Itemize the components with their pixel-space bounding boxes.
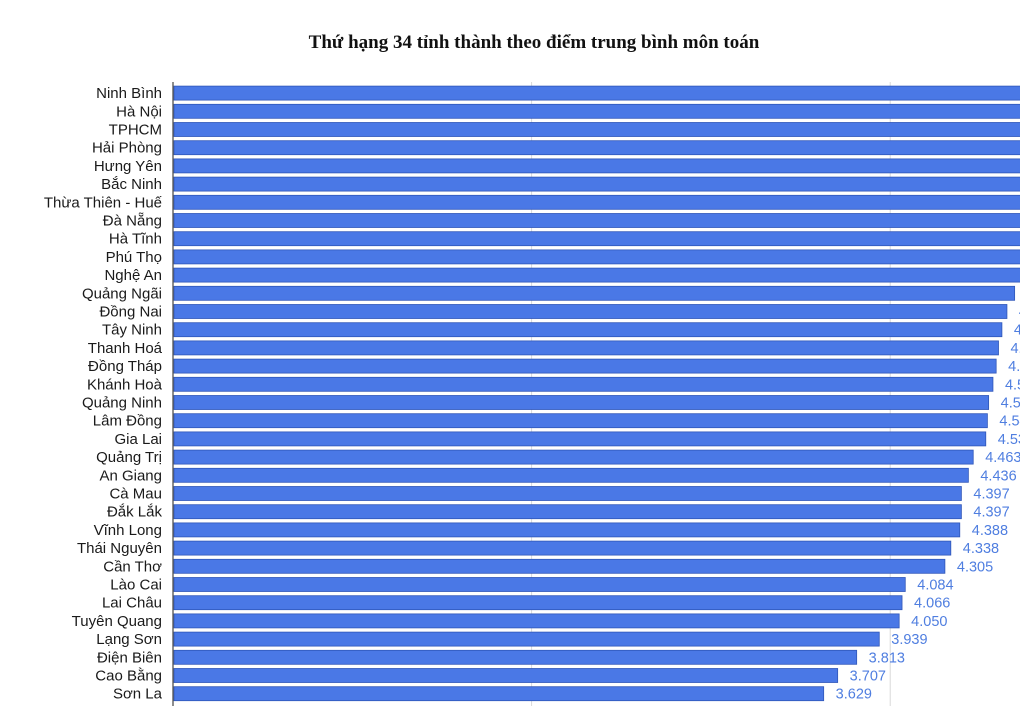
category-label-8: Hà Tĩnh xyxy=(109,231,162,248)
value-label-13: 4.623 xyxy=(1014,323,1020,339)
value-label-15: 4.591 xyxy=(1008,359,1020,375)
bar-32 xyxy=(173,668,839,683)
chart-title: Thứ hạng 34 tỉnh thành theo điểm trung b… xyxy=(309,32,760,53)
category-label-31: Điện Biên xyxy=(97,649,162,666)
value-label-19: 4.533 xyxy=(998,432,1020,448)
category-label-21: An Giang xyxy=(99,467,162,484)
category-label-14: Thanh Hoá xyxy=(88,340,163,357)
bar-20 xyxy=(173,449,974,465)
bar-22 xyxy=(173,486,962,501)
value-label-21: 4.436 xyxy=(980,468,1016,484)
category-label-28: Lai Châu xyxy=(102,595,162,612)
value-label-14: 4.604 xyxy=(1010,341,1020,357)
category-label-32: Cao Bằng xyxy=(95,668,162,685)
value-label-25: 4.338 xyxy=(963,541,999,557)
bar-7 xyxy=(173,213,1020,228)
bar-8 xyxy=(173,231,1020,247)
bar-12 xyxy=(173,304,1008,319)
bar-18 xyxy=(173,413,988,429)
category-label-7: Đà Nẵng xyxy=(103,213,162,230)
value-label-31: 3.813 xyxy=(869,650,905,666)
bar-4 xyxy=(173,158,1020,174)
value-label-20: 4.463 xyxy=(985,450,1020,466)
bar-0 xyxy=(173,85,1020,101)
bar-11 xyxy=(173,285,1016,301)
category-label-29: Tuyên Quang xyxy=(72,613,162,630)
bar-1 xyxy=(173,103,1020,119)
bar-28 xyxy=(173,595,903,611)
bar-27 xyxy=(173,577,906,592)
gridlines xyxy=(531,82,891,706)
bar-6 xyxy=(173,194,1020,210)
bar-30 xyxy=(173,631,880,647)
bar-29 xyxy=(173,613,900,629)
category-label-20: Quảng Trị xyxy=(96,449,162,466)
category-label-24: Vĩnh Long xyxy=(94,522,162,539)
bar-19 xyxy=(173,431,987,447)
value-label-16: 4.573 xyxy=(1005,377,1020,393)
value-label-30: 3.939 xyxy=(891,632,927,648)
value-label-26: 4.305 xyxy=(957,559,993,575)
category-label-30: Lạng Sơn xyxy=(96,631,162,648)
bars xyxy=(173,85,1020,702)
category-label-22: Cà Mau xyxy=(109,486,162,503)
bar-17 xyxy=(173,395,990,410)
category-label-4: Hưng Yên xyxy=(94,158,162,175)
category-label-33: Sơn La xyxy=(113,686,163,703)
bar-15 xyxy=(173,358,997,374)
value-label-24: 4.388 xyxy=(972,523,1008,539)
category-label-26: Cần Thơ xyxy=(103,558,162,575)
category-label-6: Thừa Thiên - Huế xyxy=(44,194,163,211)
value-label-27: 4.084 xyxy=(917,578,953,594)
bar-10 xyxy=(173,267,1020,283)
bar-9 xyxy=(173,249,1020,265)
category-label-27: Lào Cai xyxy=(110,577,162,594)
bar-25 xyxy=(173,540,952,556)
bar-21 xyxy=(173,467,969,483)
value-label-12: 4.651 xyxy=(1019,305,1020,321)
value-label-33: 3.629 xyxy=(836,687,872,703)
category-label-19: Gia Lai xyxy=(114,431,162,448)
value-label-29: 4.050 xyxy=(911,614,947,630)
bar-16 xyxy=(173,376,994,392)
category-label-13: Tây Ninh xyxy=(102,322,162,339)
bar-14 xyxy=(173,340,999,356)
bar-31 xyxy=(173,649,858,665)
category-label-5: Bắc Ninh xyxy=(101,176,162,193)
bar-3 xyxy=(173,140,1020,156)
category-label-0: Ninh Bình xyxy=(96,85,162,102)
category-label-1: Hà Nội xyxy=(116,103,162,120)
bar-26 xyxy=(173,558,946,574)
category-label-3: Hải Phòng xyxy=(92,140,162,157)
category-label-2: TPHCM xyxy=(109,122,162,139)
category-label-10: Nghệ An xyxy=(104,267,162,284)
category-label-12: Đồng Nai xyxy=(99,304,162,321)
value-label-32: 3.707 xyxy=(850,669,886,685)
value-label-23: 4.397 xyxy=(973,505,1009,521)
category-label-11: Quảng Ngãi xyxy=(82,285,162,302)
bar-2 xyxy=(173,122,1020,137)
value-label-17: 4.549 xyxy=(1001,396,1020,412)
bar-13 xyxy=(173,322,1003,338)
category-label-9: Phú Thọ xyxy=(106,249,162,266)
category-label-15: Đồng Tháp xyxy=(88,358,162,375)
bar-24 xyxy=(173,522,961,538)
bar-33 xyxy=(173,686,825,702)
category-label-18: Lâm Đồng xyxy=(93,413,162,430)
bar-5 xyxy=(173,176,1020,192)
value-label-28: 4.066 xyxy=(914,596,950,612)
bar-23 xyxy=(173,504,962,520)
value-label-18: 4.542 xyxy=(999,414,1020,430)
category-label-25: Thái Nguyên xyxy=(77,540,162,557)
category-label-16: Khánh Hoà xyxy=(87,376,163,393)
value-label-22: 4.397 xyxy=(973,487,1009,503)
category-label-17: Quảng Ninh xyxy=(82,395,162,412)
value-labels: 5.4065.2755.2565.1155.0114.9374.8794.874… xyxy=(836,305,1020,703)
category-label-23: Đắk Lắk xyxy=(107,504,163,521)
